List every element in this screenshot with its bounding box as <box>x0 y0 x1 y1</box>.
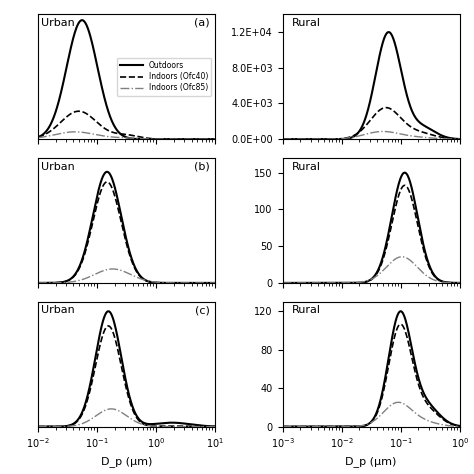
Text: Rural: Rural <box>292 305 320 315</box>
Text: Urban: Urban <box>41 18 75 28</box>
Text: Urban: Urban <box>41 305 75 315</box>
Text: (a): (a) <box>194 18 210 28</box>
Text: (b): (b) <box>194 162 210 172</box>
Text: (c): (c) <box>195 305 210 315</box>
X-axis label: D_p (μm): D_p (μm) <box>101 456 152 466</box>
Text: Rural: Rural <box>292 18 320 28</box>
Text: Rural: Rural <box>292 162 320 172</box>
X-axis label: D_p (μm): D_p (μm) <box>346 456 397 466</box>
Legend: Outdoors, Indoors (Ofc40), Indoors (Ofc85): Outdoors, Indoors (Ofc40), Indoors (Ofc8… <box>117 58 211 96</box>
Text: Urban: Urban <box>41 162 75 172</box>
